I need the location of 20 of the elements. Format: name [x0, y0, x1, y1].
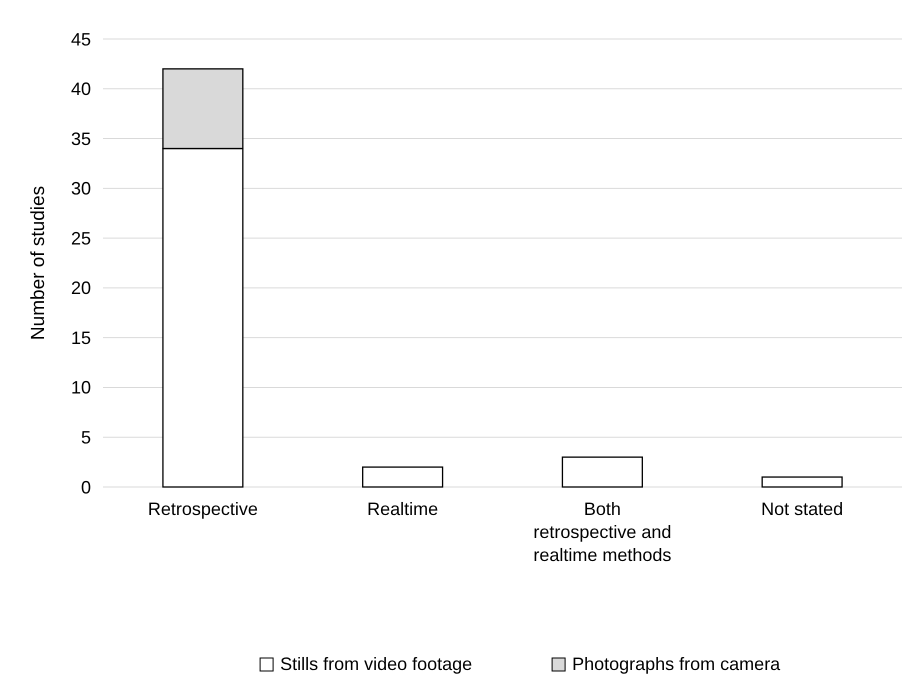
- y-tick-label: 5: [80, 428, 91, 448]
- y-tick-label: 10: [70, 378, 91, 398]
- y-tick-label: 35: [70, 128, 91, 149]
- y-tick-label: 20: [70, 278, 91, 298]
- y-tick-label: 45: [70, 29, 91, 50]
- y-tick-label: 25: [70, 228, 91, 248]
- x-tick-label: Not stated: [761, 499, 844, 519]
- bar: [362, 466, 444, 488]
- bar: [562, 456, 643, 488]
- y-tick-label: 30: [70, 178, 91, 199]
- bar: [762, 476, 843, 488]
- y-tick-label: 15: [70, 328, 91, 348]
- y-tick-label: 0: [80, 477, 91, 498]
- legend-label: Photographs from camera: [572, 654, 782, 674]
- x-tick-label: Realtime: [367, 499, 438, 519]
- x-tick-label: Retrospective: [148, 499, 258, 519]
- y-tick-label: 40: [70, 79, 91, 100]
- y-axis-title: Number of studies: [28, 186, 49, 340]
- legend-label: Stills from video footage: [280, 654, 472, 674]
- x-tick-label: Both retrospective and realtime methods: [533, 499, 672, 565]
